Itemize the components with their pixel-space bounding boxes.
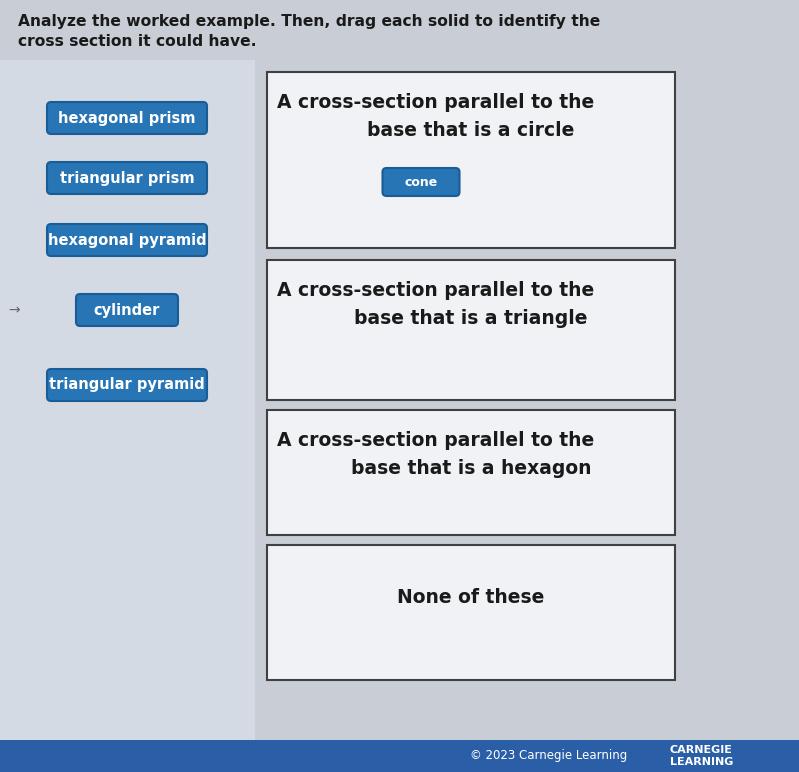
Text: base that is a circle: base that is a circle <box>368 120 574 140</box>
Text: hexagonal pyramid: hexagonal pyramid <box>48 232 206 248</box>
Text: base that is a triangle: base that is a triangle <box>354 309 588 327</box>
Bar <box>267 545 675 680</box>
Text: None of these: None of these <box>397 588 545 607</box>
FancyBboxPatch shape <box>76 294 178 326</box>
Text: cross section it could have.: cross section it could have. <box>18 34 256 49</box>
Text: © 2023 Carnegie Learning: © 2023 Carnegie Learning <box>470 750 627 763</box>
Text: cone: cone <box>404 175 438 188</box>
Text: A cross-section parallel to the: A cross-section parallel to the <box>277 280 594 300</box>
Text: CARNEGIE: CARNEGIE <box>670 745 733 755</box>
Text: A cross-section parallel to the: A cross-section parallel to the <box>277 93 594 111</box>
FancyBboxPatch shape <box>47 369 207 401</box>
Text: base that is a hexagon: base that is a hexagon <box>351 459 591 478</box>
Text: Analyze the worked example. Then, drag each solid to identify the: Analyze the worked example. Then, drag e… <box>18 14 600 29</box>
Text: LEARNING: LEARNING <box>670 757 733 767</box>
Bar <box>0 60 255 740</box>
FancyBboxPatch shape <box>47 102 207 134</box>
Text: cylinder: cylinder <box>93 303 160 317</box>
Bar <box>0 740 799 772</box>
Text: triangular prism: triangular prism <box>60 171 194 185</box>
FancyBboxPatch shape <box>47 162 207 194</box>
Bar <box>267 410 675 535</box>
Text: triangular pyramid: triangular pyramid <box>49 378 205 392</box>
Text: hexagonal prism: hexagonal prism <box>58 110 196 126</box>
Text: A cross-section parallel to the: A cross-section parallel to the <box>277 431 594 449</box>
Bar <box>267 260 675 400</box>
FancyBboxPatch shape <box>383 168 459 196</box>
FancyBboxPatch shape <box>47 224 207 256</box>
Text: →: → <box>8 303 20 317</box>
Bar <box>267 72 675 248</box>
